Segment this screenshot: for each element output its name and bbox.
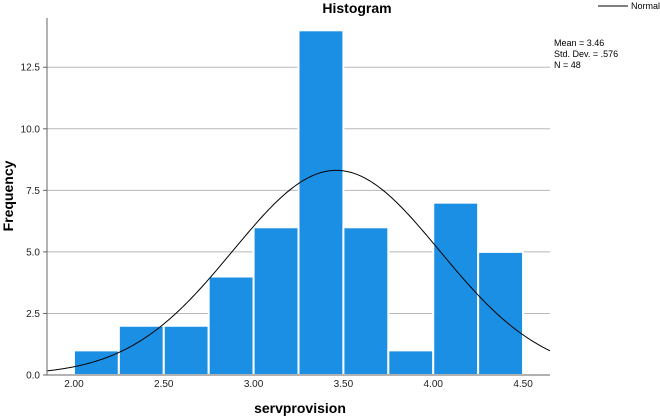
legend-normal-label: Normal <box>631 1 660 11</box>
histogram-bar <box>432 201 480 376</box>
chart-title: Histogram <box>322 0 391 16</box>
x-tick-label: 3.50 <box>334 379 354 390</box>
x-tick-label: 4.00 <box>423 379 443 390</box>
histogram-bar <box>342 226 390 376</box>
histogram-bar <box>387 349 435 376</box>
y-tick-labels: 0.0 2.5 5.0 7.5 10.0 12.5 <box>21 63 41 382</box>
histogram-bar <box>72 349 120 376</box>
y-tick-label: 10.0 <box>21 124 41 135</box>
x-axis-title: servprovision <box>254 400 346 416</box>
y-axis-title: Frequency <box>0 160 16 231</box>
stat-mean: Mean = 3.46 <box>554 38 604 48</box>
y-tick-label: 7.5 <box>26 186 40 197</box>
y-tick-label: 0.0 <box>26 371 40 382</box>
stat-std-dev: Std. Dev. = .576 <box>554 49 618 59</box>
x-tick-label: 4.50 <box>513 379 533 390</box>
y-tick-label: 2.5 <box>26 309 40 320</box>
normal-curve <box>46 169 551 372</box>
histogram-bar <box>162 324 210 376</box>
stat-n: N = 48 <box>554 60 581 70</box>
x-tick-label: 2.00 <box>64 379 84 390</box>
histogram-bar <box>252 226 300 376</box>
y-tick-label: 12.5 <box>21 63 41 74</box>
x-tick-labels: 2.00 2.50 3.00 3.50 4.00 4.50 <box>64 379 533 390</box>
stats-box: Mean = 3.46 Std. Dev. = .576 N = 48 <box>554 38 618 70</box>
histogram-bar <box>297 29 345 377</box>
histogram-bar <box>117 324 165 376</box>
histogram-bars <box>72 29 525 377</box>
legend: Normal <box>598 1 660 11</box>
y-tick-label: 5.0 <box>26 247 40 258</box>
histogram-bar <box>207 275 255 376</box>
x-tick-label: 3.00 <box>244 379 264 390</box>
axes <box>43 18 550 376</box>
histogram-bar <box>477 250 525 376</box>
x-tick-label: 2.50 <box>154 379 174 390</box>
